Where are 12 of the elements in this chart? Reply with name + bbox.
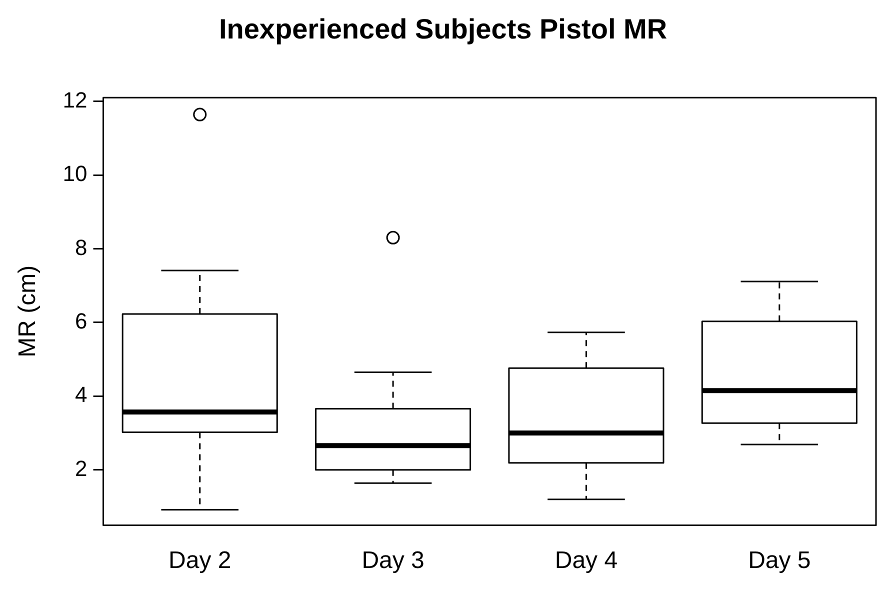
y-tick-label: 2: [75, 456, 88, 481]
chart-title: Inexperienced Subjects Pistol MR: [218, 14, 668, 45]
y-tick-label: 4: [75, 382, 88, 408]
y-tick-label: 10: [62, 161, 88, 186]
y-axis-title: MR (cm): [14, 265, 42, 358]
y-tick-label: 6: [75, 308, 88, 334]
x-tick-label: Day 5: [748, 547, 811, 574]
y-tick-label: 12: [62, 87, 88, 112]
x-tick-label: Day 3: [362, 547, 424, 574]
y-tick-label: 8: [75, 234, 88, 260]
x-tick-label: Day 4: [554, 547, 618, 574]
x-tick-label: Day 2: [168, 547, 232, 574]
